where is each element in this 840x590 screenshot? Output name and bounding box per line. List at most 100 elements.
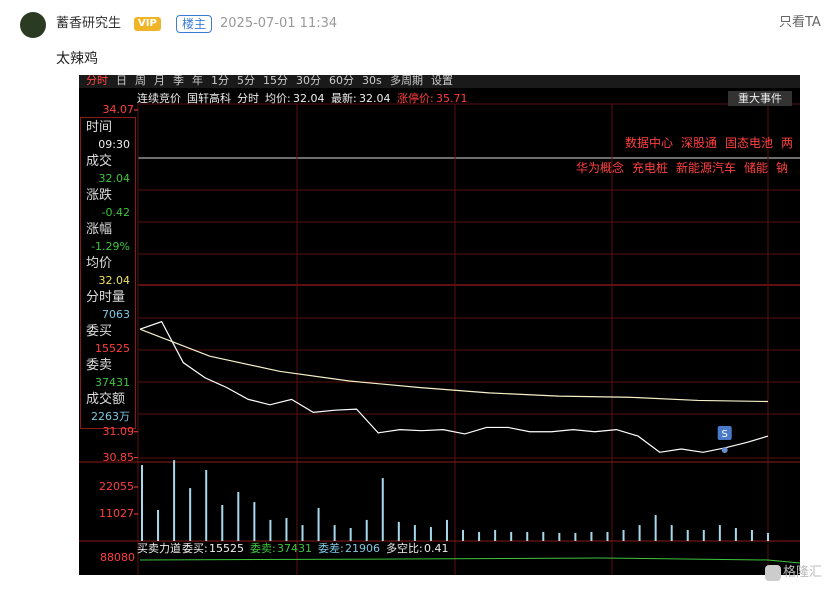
volume-bar (574, 532, 577, 541)
y-tick-label: 34.07 (102, 103, 135, 116)
side-label: 涨跌 (86, 188, 113, 203)
force-sell: 37431 (277, 542, 312, 555)
events-button[interactable]: 重大事件 (728, 91, 792, 106)
info-stock: 国轩高科 (187, 92, 231, 105)
post-time: 2025-07-01 11:34 (220, 16, 338, 31)
concept-tag[interactable]: 固态电池 (725, 136, 774, 150)
volume-bar (205, 469, 208, 541)
concept-tag[interactable]: 两 (781, 136, 794, 150)
volume-bar (750, 529, 753, 541)
volume-bar (638, 525, 641, 541)
volume-bar (237, 492, 240, 541)
volume-bar (590, 531, 593, 541)
only-author[interactable]: 只看TA (779, 15, 821, 30)
volume-bar (173, 460, 176, 541)
side-value: 7063 (102, 308, 130, 321)
volume-bar (365, 519, 368, 541)
toolbar (79, 75, 800, 88)
info-limit-label: 涨停价: (397, 92, 434, 105)
toolbar-item[interactable]: 30分 (296, 74, 321, 87)
volume-bar (670, 525, 673, 541)
volume-bar (558, 532, 561, 541)
volume-bar (397, 521, 400, 541)
trade-marker (717, 425, 732, 440)
role-badge: 楼主 (176, 15, 213, 33)
volume-bar (445, 519, 448, 541)
post-text: 太辣鸡 (56, 51, 98, 67)
trade-dot (721, 446, 728, 453)
y-tick-label: 22055 (99, 479, 134, 493)
toolbar-item[interactable]: 设置 (431, 74, 453, 87)
side-value: 2263万 (91, 410, 130, 423)
volume-bar (462, 529, 465, 541)
side-value: 32.04 (98, 274, 131, 287)
force-buy: 15525 (209, 542, 244, 555)
concept-tag[interactable]: 数据中心 (625, 136, 674, 150)
volume-bar (317, 507, 320, 541)
volume-bar (333, 525, 336, 541)
concept-tag[interactable]: 新能源汽车 (676, 161, 737, 175)
force-line (139, 557, 801, 564)
volume-bar (478, 531, 481, 541)
volume-bar (381, 478, 384, 541)
volume-bar (413, 525, 416, 541)
volume-bar (141, 465, 143, 541)
volume-bar (349, 528, 352, 541)
side-label: 委卖 (86, 358, 113, 373)
concept-tag[interactable]: 充电桩 (632, 161, 669, 175)
toolbar-item[interactable]: 日 (116, 74, 127, 87)
force-diff-label: 委差: (318, 542, 344, 555)
toolbar-item[interactable]: 30s (362, 74, 382, 87)
side-value: 37431 (95, 376, 130, 389)
info-avg: 32.04 (293, 92, 325, 105)
toolbar-item[interactable]: 月 (154, 74, 165, 87)
volume-bar (654, 515, 657, 541)
toolbar-item[interactable]: 季 (173, 74, 184, 87)
volume-bar (157, 510, 160, 541)
side-value: 09:30 (98, 138, 130, 151)
username: 蓄香研究生 (56, 16, 122, 31)
volume-bar (767, 532, 769, 541)
force-axis-label: 88080 (100, 551, 135, 564)
info-last: 32.04 (359, 92, 391, 105)
concept-tag[interactable]: 华为概念 (576, 161, 625, 175)
watermark-logo (765, 565, 781, 581)
volume-bar (221, 505, 224, 541)
toolbar-item[interactable]: 年 (192, 74, 203, 87)
toolbar-item[interactable]: 5分 (237, 74, 255, 87)
info-status: 连续竞价 (137, 92, 181, 105)
watermark: 格隆汇 (783, 565, 823, 580)
volume-bar (686, 529, 689, 541)
vip-badge: VIP (134, 17, 161, 31)
volume-bar (718, 525, 721, 541)
info-limit: 35.71 (436, 92, 468, 105)
toolbar-item[interactable]: 1分 (211, 74, 229, 87)
toolbar-item[interactable]: 60分 (329, 74, 354, 87)
toolbar-item[interactable]: 15分 (263, 74, 288, 87)
volume-bar (429, 527, 432, 541)
trade-marker-label: S (722, 429, 728, 440)
volume-bar (494, 529, 497, 541)
toolbar-item[interactable]: 分时 (86, 74, 108, 87)
concept-tag[interactable]: 深股通 (681, 136, 718, 150)
concept-tag[interactable]: 钠 (776, 161, 789, 175)
concept-tag[interactable]: 储能 (744, 161, 769, 175)
volume-bar (253, 502, 256, 541)
side-label: 分时量 (86, 290, 126, 305)
volume-bar (285, 517, 288, 541)
price-line (139, 320, 769, 453)
side-label: 均价 (86, 256, 113, 271)
info-avg-label: 均价: (265, 92, 291, 105)
force-sell-label: 委卖: (250, 542, 276, 555)
toolbar-item[interactable]: 多周期 (390, 74, 423, 87)
force-diff: 21906 (345, 542, 380, 555)
avatar (20, 12, 46, 38)
volume-bar (269, 519, 272, 541)
side-label: 成交额 (86, 392, 126, 407)
side-value: 15525 (95, 342, 130, 355)
volume-bar (189, 488, 192, 541)
force-ratio-label: 多空比: (386, 542, 423, 555)
toolbar-item[interactable]: 周 (135, 74, 146, 87)
